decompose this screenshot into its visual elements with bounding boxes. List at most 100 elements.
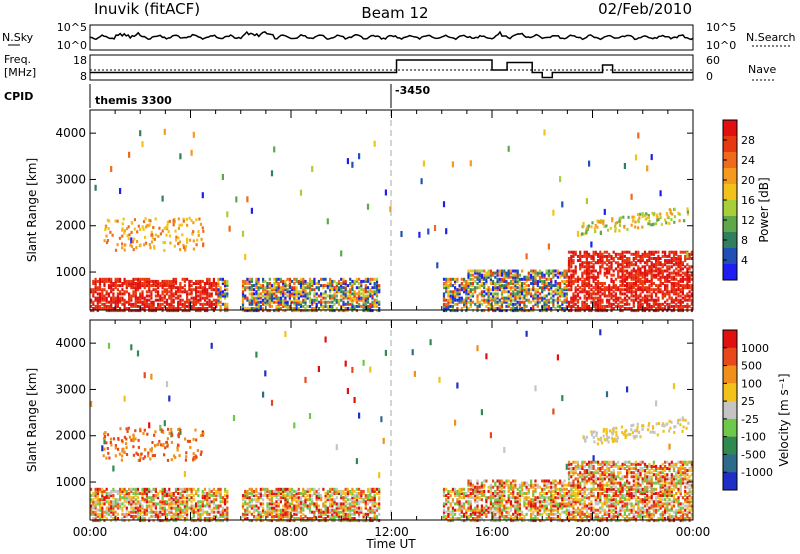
data-cell <box>541 309 544 313</box>
data-cell <box>92 300 95 304</box>
data-cell <box>273 508 276 512</box>
data-cell <box>248 279 251 283</box>
data-cell <box>123 514 126 518</box>
data-cell <box>536 284 539 288</box>
data-cell <box>570 259 573 263</box>
data-cell <box>463 300 466 304</box>
data-cell <box>447 277 450 281</box>
data-cell <box>148 504 151 508</box>
power-ylabel: Slant Range [km] <box>25 158 39 262</box>
data-cell <box>469 269 472 273</box>
data-cell <box>563 271 566 275</box>
data-cell <box>277 502 280 506</box>
data-cell <box>492 292 495 296</box>
data-cell <box>90 508 93 512</box>
data-cell <box>262 288 265 292</box>
data-cell <box>183 489 186 493</box>
data-cell <box>498 307 501 310</box>
data-cell <box>273 292 276 296</box>
data-cell <box>259 284 262 288</box>
data-cell <box>576 279 580 283</box>
data-cell <box>270 286 274 290</box>
data-cell <box>585 302 588 306</box>
data-cell <box>688 279 691 283</box>
data-cell <box>293 288 296 292</box>
data-cell <box>454 298 457 302</box>
data-cell <box>672 275 676 279</box>
data-cell <box>570 257 573 260</box>
data-cell <box>512 302 515 306</box>
data-cell <box>617 252 620 256</box>
data-cell <box>132 282 135 285</box>
data-cell <box>456 492 459 495</box>
data-cell <box>545 302 548 306</box>
data-cell <box>224 498 227 502</box>
data-cell <box>244 307 247 310</box>
data-cell <box>212 288 215 292</box>
data-cell <box>673 215 677 219</box>
data-cell <box>556 298 559 302</box>
data-cell <box>179 248 182 252</box>
data-cell <box>123 512 126 516</box>
data-cell <box>165 502 169 506</box>
data-cell <box>534 275 537 279</box>
data-cell <box>688 277 691 281</box>
data-cell <box>675 259 678 263</box>
data-cell <box>255 517 258 520</box>
data-cell <box>311 517 314 520</box>
data-cell <box>94 506 97 510</box>
data-cell <box>168 286 171 290</box>
data-cell <box>534 279 537 283</box>
data-cell <box>288 279 291 283</box>
data-cell <box>308 487 312 491</box>
data-cell <box>257 517 260 520</box>
data-cell <box>645 212 648 216</box>
data-cell <box>224 510 227 514</box>
data-cell <box>679 273 682 277</box>
data-cell <box>442 487 446 491</box>
data-cell <box>608 304 611 308</box>
data-cell <box>688 273 691 277</box>
data-cell <box>521 277 524 281</box>
data-cell <box>445 277 448 281</box>
data-cell <box>579 257 582 260</box>
data-cell <box>210 288 213 292</box>
data-cell <box>445 487 448 491</box>
data-cell <box>293 282 296 285</box>
data-cell <box>313 514 316 518</box>
data-cell <box>474 302 477 306</box>
data-cell <box>505 300 508 304</box>
data-cell <box>107 294 111 298</box>
data-cell <box>530 275 533 279</box>
data-cell <box>670 298 673 302</box>
data-cell <box>456 302 459 306</box>
data-cell <box>523 302 526 306</box>
data-cell <box>150 302 153 306</box>
data-cell <box>623 269 626 273</box>
data-cell <box>362 489 365 493</box>
data-cell <box>670 261 673 265</box>
data-cell <box>282 282 285 285</box>
data-cell <box>295 304 298 308</box>
data-cell <box>690 286 693 290</box>
data-cell <box>634 250 638 254</box>
data-cell <box>632 304 635 308</box>
data-cell <box>94 489 97 493</box>
data-cell <box>132 514 135 518</box>
data-cell <box>547 282 550 285</box>
data-cell <box>206 309 209 313</box>
data-cell <box>583 269 586 273</box>
data-cell <box>181 514 184 518</box>
data-cell <box>358 286 361 290</box>
data-cell <box>152 494 155 498</box>
data-cell <box>250 284 253 288</box>
data-cell <box>128 492 131 495</box>
data-cell <box>463 279 466 283</box>
data-cell <box>518 302 521 306</box>
data-cell <box>125 512 128 516</box>
data-cell <box>159 307 162 310</box>
data-cell <box>503 296 506 300</box>
data-cell <box>250 288 253 292</box>
data-cell <box>637 259 640 263</box>
data-cell <box>608 288 611 292</box>
